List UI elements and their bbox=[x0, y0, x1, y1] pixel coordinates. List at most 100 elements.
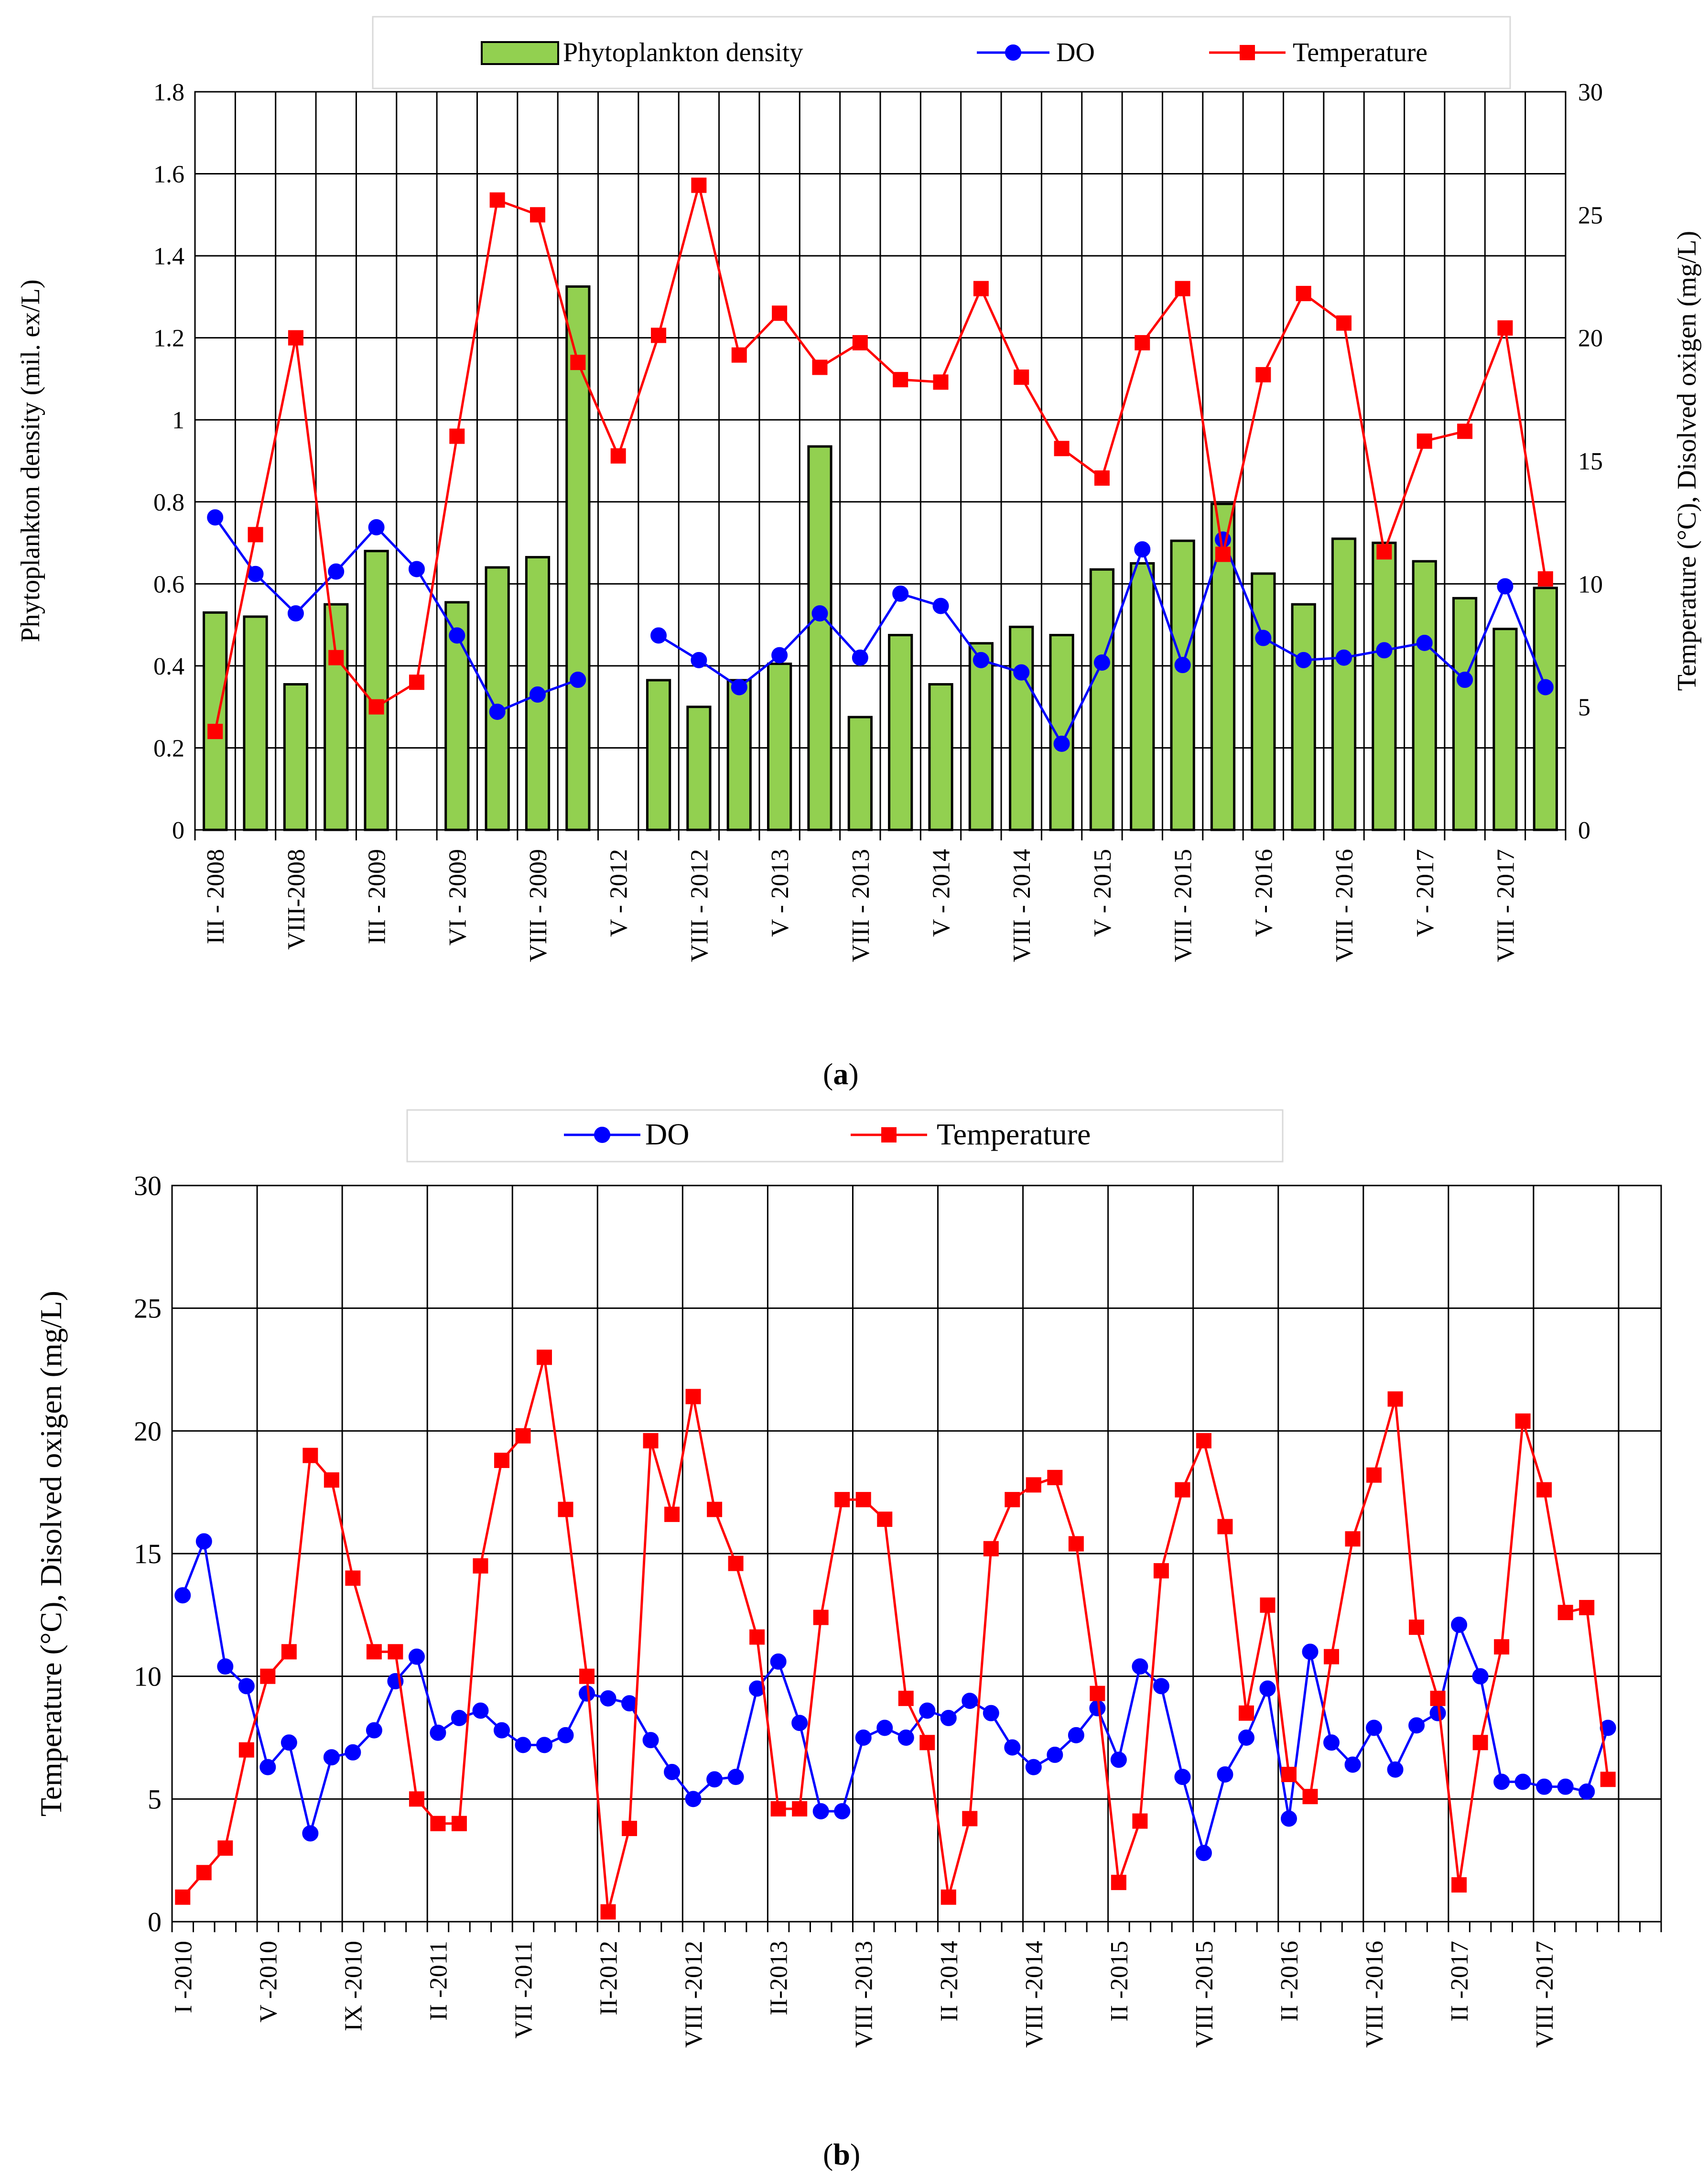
point-b-do-29 bbox=[791, 1715, 808, 1731]
point-b-temperature-3 bbox=[238, 1742, 254, 1758]
point-b-temperature-52 bbox=[1281, 1767, 1297, 1782]
ytick-left-a-9: 1.8 bbox=[153, 79, 184, 106]
point-b-temperature-11 bbox=[409, 1791, 424, 1807]
point-a-temperature-25 bbox=[1215, 546, 1231, 562]
point-a-do-27 bbox=[1295, 652, 1312, 668]
point-b-temperature-8 bbox=[345, 1570, 361, 1586]
point-b-temperature-55 bbox=[1345, 1531, 1361, 1547]
xtick-b-10: VIII -2014 bbox=[1021, 1941, 1048, 2048]
caption-b-letter: b bbox=[833, 2137, 850, 2171]
point-b-do-23 bbox=[664, 1763, 681, 1780]
ytick-left-a-2: 0.4 bbox=[153, 653, 184, 680]
point-b-temperature-64 bbox=[1536, 1482, 1552, 1498]
caption-b: (b) bbox=[823, 2137, 861, 2171]
point-b-temperature-1 bbox=[196, 1865, 212, 1881]
point-b-temperature-25 bbox=[707, 1501, 723, 1517]
ytick-b-3: 15 bbox=[134, 1538, 162, 1569]
point-a-temperature-32 bbox=[1497, 320, 1513, 336]
point-a-temperature-18 bbox=[933, 374, 949, 390]
bar-phytoplankton-12 bbox=[686, 706, 712, 831]
point-a-do-28 bbox=[1336, 649, 1352, 666]
point-b-do-16 bbox=[515, 1737, 531, 1753]
point-a-do-33 bbox=[1537, 679, 1554, 696]
point-b-temperature-60 bbox=[1451, 1877, 1467, 1893]
xtick-b-12: VIII -2015 bbox=[1191, 1941, 1218, 2048]
point-b-do-47 bbox=[1174, 1769, 1191, 1785]
point-a-do-22 bbox=[1093, 654, 1110, 671]
point-b-do-6 bbox=[302, 1825, 319, 1842]
xtick-a-16: VIII - 2017 bbox=[1492, 849, 1519, 962]
point-a-temperature-29 bbox=[1376, 544, 1392, 560]
ytick-b-4: 20 bbox=[134, 1415, 162, 1447]
legend-a-label-phytoplankton: Phytoplankton density bbox=[563, 38, 803, 67]
point-b-do-21 bbox=[621, 1695, 638, 1712]
bar-phytoplankton-23 bbox=[1130, 562, 1155, 831]
point-b-temperature-56 bbox=[1366, 1467, 1382, 1483]
bar-phytoplankton-26 bbox=[1251, 572, 1276, 831]
xtick-a-11: V - 2015 bbox=[1089, 849, 1116, 937]
legend-a-box bbox=[372, 16, 1511, 89]
point-a-do-8 bbox=[530, 686, 546, 703]
point-b-do-15 bbox=[493, 1722, 510, 1739]
point-b-do-36 bbox=[940, 1709, 957, 1726]
point-b-temperature-26 bbox=[728, 1556, 744, 1571]
xtick-b-0: I -2010 bbox=[170, 1941, 197, 2013]
point-b-temperature-33 bbox=[877, 1512, 893, 1527]
point-b-temperature-61 bbox=[1472, 1735, 1488, 1751]
point-b-do-65 bbox=[1557, 1778, 1574, 1795]
point-a-temperature-6 bbox=[449, 428, 465, 444]
xtick-b-3: II -2011 bbox=[425, 1941, 452, 2021]
point-a-do-26 bbox=[1255, 630, 1272, 646]
xtick-b-8: VIII -2013 bbox=[851, 1941, 878, 2048]
bar-phytoplankton-3 bbox=[324, 603, 349, 831]
point-a-do-23 bbox=[1134, 541, 1151, 558]
point-a-temperature-33 bbox=[1537, 571, 1553, 587]
bar-phytoplankton-29 bbox=[1372, 542, 1397, 831]
point-b-do-9 bbox=[366, 1722, 382, 1739]
point-a-do-15 bbox=[811, 605, 828, 622]
point-b-do-44 bbox=[1110, 1752, 1127, 1768]
point-b-do-27 bbox=[749, 1680, 766, 1697]
xtick-b-7: II-2013 bbox=[766, 1941, 793, 2015]
legend-b-label-do: DO bbox=[645, 1117, 689, 1151]
point-b-do-46 bbox=[1153, 1678, 1169, 1695]
caption-a: (a) bbox=[823, 1057, 859, 1091]
ylabel-right-a: Temperature (°C), Disolved oxigen (mg/L) bbox=[1672, 231, 1702, 691]
point-b-temperature-24 bbox=[685, 1389, 701, 1404]
ytick-left-a-0: 0 bbox=[172, 817, 184, 844]
point-a-do-16 bbox=[852, 649, 868, 666]
point-b-do-14 bbox=[472, 1702, 489, 1719]
point-a-temperature-0 bbox=[207, 724, 223, 740]
bar-phytoplankton-18 bbox=[928, 683, 953, 831]
point-b-do-34 bbox=[897, 1730, 914, 1746]
plot-area-a bbox=[194, 91, 1567, 831]
legend-a-label-temperature: Temperature bbox=[1293, 38, 1427, 67]
point-b-do-3 bbox=[238, 1678, 255, 1695]
point-b-temperature-29 bbox=[792, 1801, 808, 1817]
bar-phytoplankton-0 bbox=[203, 611, 228, 831]
point-b-do-32 bbox=[855, 1730, 872, 1746]
point-a-do-1 bbox=[247, 566, 264, 582]
bar-phytoplankton-31 bbox=[1452, 597, 1478, 831]
xtick-a-15: V - 2017 bbox=[1412, 849, 1439, 937]
point-b-temperature-42 bbox=[1068, 1536, 1084, 1552]
point-a-do-7 bbox=[489, 703, 506, 720]
point-a-do-18 bbox=[932, 598, 949, 614]
point-a-temperature-5 bbox=[409, 675, 424, 690]
point-b-do-4 bbox=[259, 1759, 276, 1775]
point-b-temperature-65 bbox=[1557, 1605, 1573, 1621]
point-a-temperature-22 bbox=[1094, 470, 1110, 486]
xtick-a-6: VIII - 2012 bbox=[686, 849, 713, 962]
point-b-do-7 bbox=[323, 1749, 340, 1766]
point-a-do-0 bbox=[207, 509, 224, 526]
xtick-b-9: II -2014 bbox=[936, 1941, 963, 2022]
xtick-a-10: VIII - 2014 bbox=[1008, 849, 1036, 962]
xtick-a-12: VIII - 2015 bbox=[1170, 849, 1197, 962]
point-b-temperature-14 bbox=[473, 1558, 488, 1574]
legend-a-swatch-phytoplankton bbox=[481, 41, 559, 65]
point-b-temperature-43 bbox=[1090, 1686, 1105, 1701]
ylabel-b: Temperature (°C), Disolved oxigen (mg/L) bbox=[34, 1291, 68, 1817]
point-b-temperature-17 bbox=[537, 1349, 552, 1365]
point-b-temperature-57 bbox=[1387, 1391, 1403, 1407]
legend-b-marker-temperature bbox=[881, 1127, 897, 1142]
